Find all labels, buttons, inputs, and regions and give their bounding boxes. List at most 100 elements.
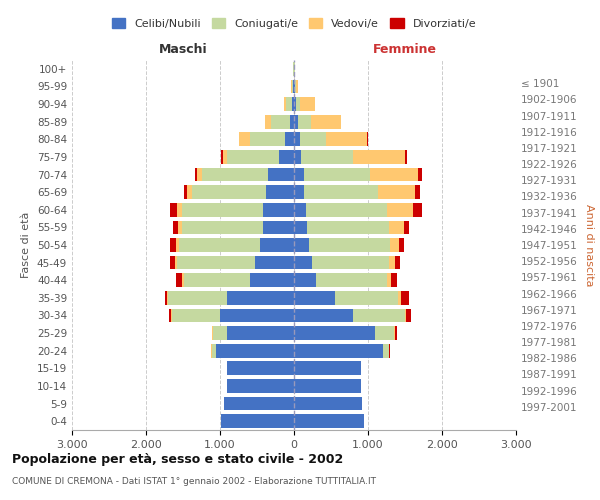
Y-axis label: Fasce di età: Fasce di età [22, 212, 31, 278]
Bar [353, 308, 405, 322]
Bar [309, 238, 390, 252]
Bar [316, 274, 386, 287]
Text: Femmine: Femmine [373, 44, 437, 57]
Bar [179, 238, 260, 252]
Bar [285, 132, 294, 146]
Bar [182, 274, 184, 287]
Bar [391, 274, 397, 287]
Bar [326, 132, 367, 146]
Bar [295, 80, 296, 94]
Bar [294, 344, 383, 358]
Bar [383, 344, 389, 358]
Bar [306, 203, 387, 216]
Bar [415, 186, 420, 199]
Bar [294, 238, 309, 252]
Bar [239, 132, 250, 146]
Bar [266, 186, 294, 199]
Bar [268, 168, 294, 181]
Bar [398, 291, 401, 304]
Bar [395, 256, 400, 270]
Bar [292, 80, 293, 94]
Bar [294, 132, 300, 146]
Bar [390, 238, 399, 252]
Bar [217, 344, 294, 358]
Bar [227, 379, 294, 393]
Bar [178, 220, 182, 234]
Bar [294, 274, 316, 287]
Bar [171, 308, 172, 322]
Bar [212, 344, 217, 358]
Bar [335, 291, 398, 304]
Bar [298, 115, 311, 128]
Bar [312, 256, 389, 270]
Bar [294, 291, 335, 304]
Bar [227, 291, 294, 304]
Bar [294, 80, 295, 94]
Bar [172, 308, 220, 322]
Bar [227, 150, 279, 164]
Bar [294, 379, 361, 393]
Bar [195, 168, 197, 181]
Bar [294, 168, 304, 181]
Bar [263, 203, 294, 216]
Bar [294, 256, 312, 270]
Bar [220, 308, 294, 322]
Bar [167, 291, 168, 304]
Bar [294, 362, 361, 375]
Bar [263, 220, 294, 234]
Bar [227, 326, 294, 340]
Bar [224, 396, 294, 410]
Bar [182, 203, 263, 216]
Bar [387, 203, 413, 216]
Bar [386, 274, 391, 287]
Bar [376, 326, 394, 340]
Text: COMUNE DI CREMONA - Dati ISTAT 1° gennaio 2002 - Elaborazione TUTTITALIA.IT: COMUNE DI CREMONA - Dati ISTAT 1° gennai… [12, 478, 376, 486]
Bar [367, 132, 368, 146]
Bar [296, 80, 298, 94]
Bar [307, 220, 389, 234]
Bar [413, 203, 422, 216]
Bar [300, 97, 315, 111]
Bar [250, 274, 294, 287]
Bar [293, 80, 294, 94]
Bar [175, 256, 177, 270]
Bar [294, 203, 306, 216]
Bar [370, 168, 418, 181]
Bar [294, 220, 307, 234]
Legend: Celibi/Nubili, Coniugati/e, Vedovi/e, Divorziati/e: Celibi/Nubili, Coniugati/e, Vedovi/e, Di… [107, 14, 481, 34]
Bar [379, 186, 415, 199]
Bar [176, 238, 179, 252]
Bar [170, 256, 175, 270]
Bar [405, 308, 406, 322]
Bar [223, 150, 227, 164]
Bar [404, 220, 409, 234]
Bar [169, 308, 171, 322]
Bar [221, 150, 223, 164]
Bar [389, 256, 395, 270]
Bar [389, 344, 390, 358]
Text: Popolazione per età, sesso e stato civile - 2002: Popolazione per età, sesso e stato civil… [12, 452, 343, 466]
Bar [187, 186, 192, 199]
Bar [418, 168, 422, 181]
Bar [170, 238, 176, 252]
Bar [294, 396, 362, 410]
Bar [394, 326, 395, 340]
Bar [311, 115, 341, 128]
Bar [353, 150, 405, 164]
Bar [221, 414, 294, 428]
Bar [227, 362, 294, 375]
Bar [294, 150, 301, 164]
Bar [170, 203, 177, 216]
Bar [406, 308, 411, 322]
Bar [296, 97, 300, 111]
Bar [202, 168, 268, 181]
Bar [401, 291, 409, 304]
Bar [284, 97, 286, 111]
Bar [294, 115, 298, 128]
Bar [290, 115, 294, 128]
Bar [173, 220, 178, 234]
Bar [301, 150, 353, 164]
Bar [395, 326, 397, 340]
Bar [292, 97, 294, 111]
Bar [265, 115, 271, 128]
